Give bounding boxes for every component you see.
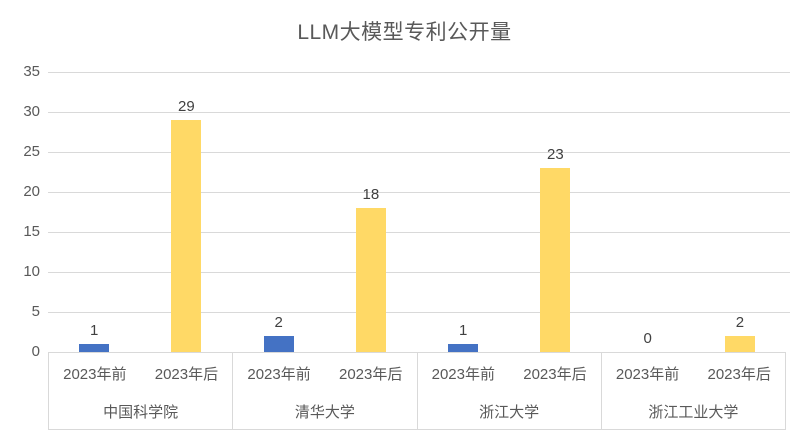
gridline xyxy=(48,232,790,233)
bar xyxy=(263,336,294,352)
gridline xyxy=(48,312,790,313)
category-label: 中国科学院 xyxy=(103,403,179,421)
y-tick-label: 15 xyxy=(23,223,40,240)
gridline xyxy=(48,72,790,73)
series-label-row: 2023年前 2023年后 xyxy=(418,353,601,393)
category-cell: 2023年前 2023年后中国科学院 xyxy=(49,353,232,429)
x-axis: 2023年前 2023年后 中国科学院 2023年前 2023年后 清华大学 2023年前 2… xyxy=(48,352,786,430)
y-tick-label: 25 xyxy=(23,143,40,160)
y-tick-label: 30 xyxy=(23,103,40,120)
series-label: 2023年前 xyxy=(63,365,127,383)
bar xyxy=(724,336,755,352)
bar-value-label: 2 xyxy=(735,314,745,331)
bar xyxy=(79,344,110,352)
bar-value-label: 0 xyxy=(643,330,652,347)
bar-value-label: 2 xyxy=(274,314,283,331)
series-label: 2023年后 xyxy=(154,365,219,383)
y-tick-label: 0 xyxy=(31,343,40,360)
y-tick-label: 5 xyxy=(31,303,40,320)
category-cell: 2023年前 2023年后浙江大学 xyxy=(416,353,601,429)
series-label: 2023年前 xyxy=(431,365,495,383)
chart-title: LLM大模型专利公开量 xyxy=(297,21,512,44)
bar-value-label: 1 xyxy=(89,322,99,339)
bar xyxy=(540,168,571,352)
category-cell: 2023年前 2023年后浙江工业大学 xyxy=(600,353,785,429)
gridline xyxy=(48,112,790,113)
bar-value-label: 1 xyxy=(458,322,468,339)
bar-value-label: 23 xyxy=(547,146,564,163)
category-label: 浙江工业大学 xyxy=(648,403,739,421)
bar-value-label: 18 xyxy=(362,186,380,203)
y-tick-label: 10 xyxy=(23,263,40,280)
series-label: 2023年后 xyxy=(523,365,587,383)
category-label: 清华大学 xyxy=(294,403,355,421)
category-label: 浙江大学 xyxy=(479,403,540,421)
series-label-row: 2023年前 2023年后 xyxy=(602,353,785,393)
y-tick-label: 35 xyxy=(23,63,40,80)
bar-value-label: 29 xyxy=(178,98,195,115)
y-tick-label: 20 xyxy=(23,183,40,200)
category-cell: 2023年前 2023年后清华大学 xyxy=(232,353,416,429)
gridline xyxy=(48,192,790,193)
series-label: 2023年前 xyxy=(615,365,680,383)
series-label-row: 2023年前 2023年后 xyxy=(49,353,232,393)
series-label: 2023年后 xyxy=(707,365,771,383)
bar xyxy=(355,208,386,352)
gridline xyxy=(48,272,790,273)
gridline xyxy=(48,152,790,153)
bar xyxy=(171,120,202,352)
plot-area: 1 2 1 0 29 18 23 2 xyxy=(48,72,790,352)
series-label-row: 2023年前 2023年后 xyxy=(233,353,416,393)
series-label: 2023年后 xyxy=(339,365,403,383)
series-label: 2023年前 xyxy=(247,365,311,383)
bar xyxy=(448,344,479,352)
